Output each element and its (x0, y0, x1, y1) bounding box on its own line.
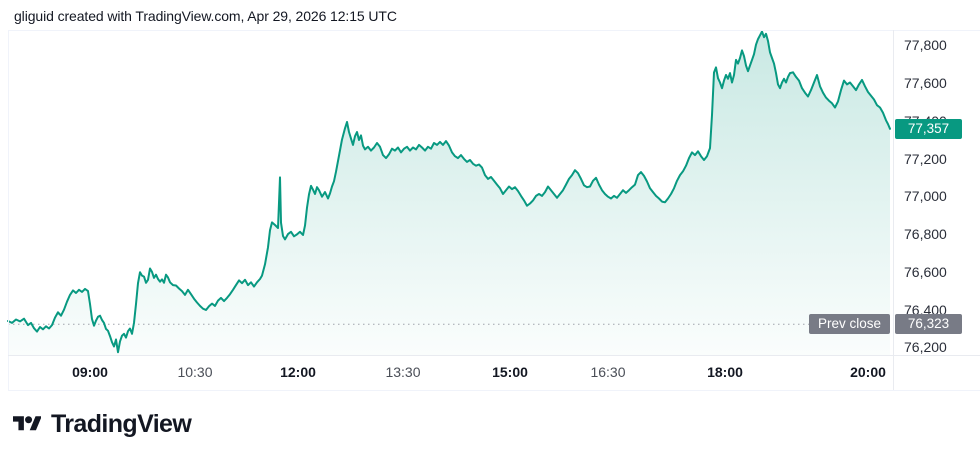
tradingview-logo-text: TradingView (51, 410, 192, 438)
price-scale-label: 77,000 (904, 188, 947, 205)
price-scale-label: 77,200 (904, 150, 947, 167)
widget-bottom-border (8, 390, 980, 391)
time-scale-label: 20:00 (850, 364, 886, 380)
price-scale-label: 77,800 (904, 37, 947, 54)
price-scale-label: 76,800 (904, 226, 947, 243)
time-scale-label: 12:00 (280, 364, 316, 380)
time-scale-label: 09:00 (72, 364, 108, 380)
widget-left-border (8, 30, 9, 390)
tradingview-logo-icon (13, 416, 41, 431)
time-scale-label: 15:00 (492, 364, 528, 380)
tradingview-logo-link[interactable]: TradingView (13, 406, 192, 442)
price-scale-label: 76,200 (904, 339, 947, 356)
time-scale-label: 10:30 (177, 364, 213, 380)
prev-close-badge-label: Prev close (808, 314, 890, 335)
prev-close-badge-value: 76,323 (895, 314, 962, 335)
widget-top-border (8, 30, 980, 31)
price-area-fill (8, 31, 890, 355)
price-line (7, 30, 891, 354)
time-scale-label: 16:30 (590, 364, 626, 380)
time-scale-label: 13:30 (385, 364, 421, 380)
time-scale-label: 18:00 (707, 364, 743, 380)
price-scale-label: 77,600 (904, 74, 947, 91)
price-scale-label: 76,400 (904, 301, 947, 318)
current-price-badge: 77,357 (895, 118, 962, 139)
attribution-text: gliguid created with TradingView.com, Ap… (14, 8, 397, 24)
price-scale-label: 76,600 (904, 263, 947, 280)
time-scale-border (8, 355, 980, 356)
price-scale-border (893, 30, 894, 390)
